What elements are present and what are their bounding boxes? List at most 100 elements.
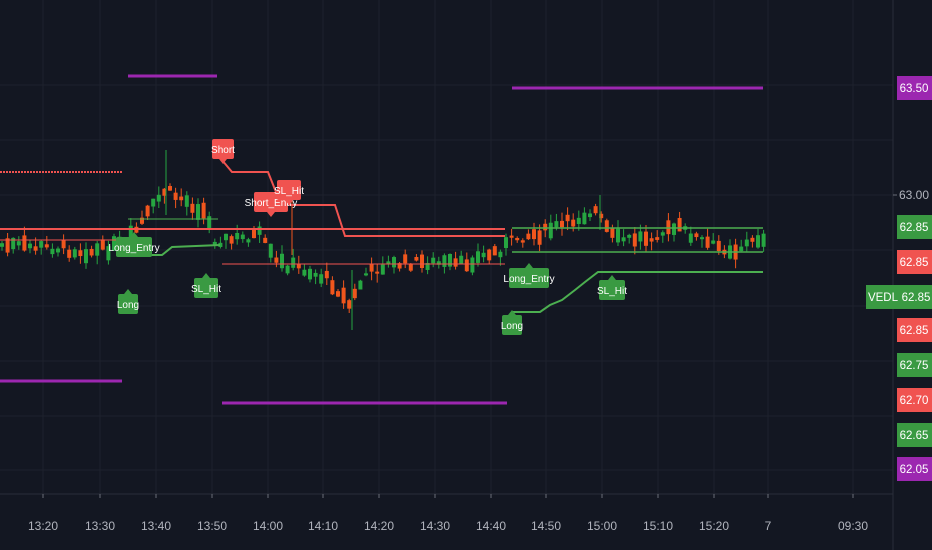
candle-body xyxy=(268,243,273,258)
signal-long-entry: Long_Entry xyxy=(108,232,160,257)
candle-body xyxy=(224,233,228,241)
price-tag-bg xyxy=(897,318,932,342)
price-tag-label: 62.75 xyxy=(900,360,929,372)
price-tag-label: 62.85 xyxy=(900,222,929,234)
candle-body xyxy=(5,238,10,253)
candle-body xyxy=(526,233,531,240)
candle-body xyxy=(448,253,452,267)
symbol-tag-bg xyxy=(866,285,900,309)
candle-body xyxy=(319,274,324,284)
candle-body xyxy=(571,219,576,227)
candle-body xyxy=(61,240,66,249)
time-tick-label: 15:10 xyxy=(643,519,673,533)
price-tag-bg xyxy=(897,388,932,412)
candle-body xyxy=(666,220,671,235)
price-tag: 62.85 xyxy=(897,215,932,239)
candle-body xyxy=(44,244,49,248)
candle-body xyxy=(212,241,217,245)
candle-body xyxy=(599,213,604,219)
price-tag: 62.85 xyxy=(900,285,932,309)
time-tick-label: 14:50 xyxy=(531,519,561,533)
signal-label: SL_Hit xyxy=(274,186,304,197)
candle-body xyxy=(22,235,27,251)
candle-body xyxy=(621,237,626,242)
time-axis[interactable]: 13:20 13:30 13:40 13:50 14:00 14:10 14:20 14:30… xyxy=(0,493,893,533)
time-tick-label: 15:20 xyxy=(699,519,729,533)
candle-body xyxy=(632,233,637,247)
candle-body xyxy=(324,270,329,279)
candle-body xyxy=(218,242,223,247)
candle-body xyxy=(173,192,178,200)
signal-box xyxy=(277,180,301,200)
signal-box xyxy=(599,280,625,300)
signal-label: SL_Hit xyxy=(597,286,627,297)
price-tag-label: 62.05 xyxy=(900,464,929,476)
signal-pointer xyxy=(608,275,616,280)
candle-body xyxy=(240,234,245,240)
price-tag-bg xyxy=(897,215,932,239)
signal-box xyxy=(212,139,234,159)
signal-label: Short_Entry xyxy=(245,198,298,209)
candle-body xyxy=(302,269,307,276)
signal-pointer xyxy=(202,273,210,278)
candle-body xyxy=(554,221,559,228)
candle-body xyxy=(179,196,184,201)
price-tag: 62.05 xyxy=(897,457,932,481)
candle-body xyxy=(588,213,592,218)
candle-body xyxy=(487,249,492,261)
candle-body xyxy=(672,223,676,235)
time-tick-label: 15:00 xyxy=(587,519,617,533)
candle-body xyxy=(744,239,749,247)
candle-body xyxy=(196,204,200,220)
candle-body xyxy=(543,223,548,231)
candle-body xyxy=(761,233,766,247)
signal-label: Long_Entry xyxy=(108,243,159,254)
candle-body xyxy=(750,237,755,242)
candle-body xyxy=(560,220,564,228)
signal-sl-hit: SL_Hit xyxy=(191,273,221,298)
candle-body xyxy=(78,250,83,257)
candle-body xyxy=(397,263,402,269)
candle-body xyxy=(464,259,469,272)
candle-body xyxy=(515,237,520,241)
candle-body xyxy=(375,271,380,274)
candle-body xyxy=(95,243,100,256)
candle-body xyxy=(0,243,4,247)
candle-body xyxy=(313,272,318,277)
signal-long: Long xyxy=(501,310,523,335)
candle-body xyxy=(380,264,385,275)
candle-body xyxy=(358,280,363,290)
candle-body xyxy=(112,236,116,251)
candle-body xyxy=(308,268,312,280)
signal-pointer xyxy=(124,289,132,294)
candle-body xyxy=(151,198,156,207)
signal-box xyxy=(194,278,218,298)
candle-body xyxy=(649,238,654,242)
signal-long-entry: Long_Entry xyxy=(503,263,555,288)
candle-body xyxy=(616,228,620,243)
signal-box xyxy=(502,315,522,335)
candle-body xyxy=(509,235,514,238)
candle-body xyxy=(207,216,212,230)
signal-box xyxy=(118,294,138,314)
candle-body xyxy=(246,239,251,243)
candle-body xyxy=(67,249,72,258)
candle-body xyxy=(11,237,16,250)
price-tag: 62.85 xyxy=(897,250,932,274)
candle-body xyxy=(627,234,632,238)
price-tag-bg xyxy=(897,76,932,100)
candle-body xyxy=(280,253,284,269)
time-tick-label: 14:10 xyxy=(308,519,338,533)
candle-body xyxy=(425,262,430,270)
candle-body xyxy=(56,248,60,253)
candle-body xyxy=(184,195,189,207)
candle-body xyxy=(610,227,615,238)
signal-pointer xyxy=(219,159,227,164)
candle-body xyxy=(420,254,424,268)
price-tag-label: 62.70 xyxy=(900,395,929,407)
candle-body xyxy=(492,246,497,256)
price-tag: 62.75 xyxy=(897,353,932,377)
